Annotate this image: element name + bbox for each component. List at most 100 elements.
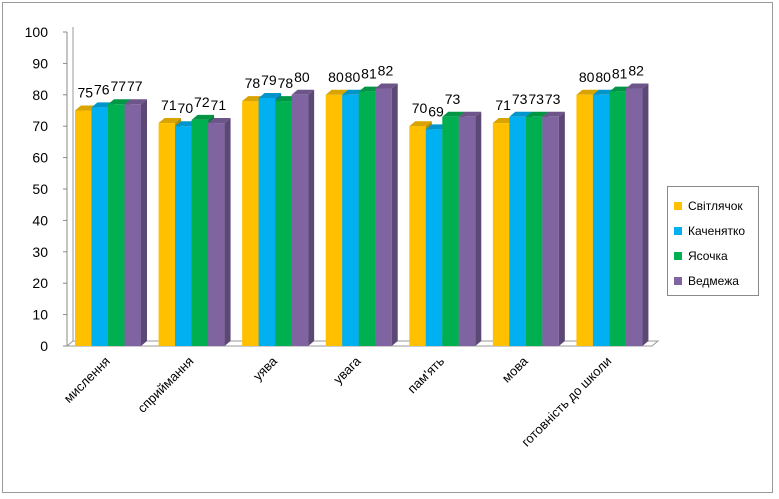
category-label: сприймання: [134, 354, 196, 416]
data-label: 79: [261, 72, 277, 88]
bar-front: [108, 104, 125, 346]
bar-front: [592, 94, 610, 346]
legend-swatch: [674, 251, 682, 260]
legend-swatch: [674, 276, 682, 285]
bar-top: [375, 83, 398, 89]
data-label: 81: [361, 66, 377, 82]
data-label: 75: [77, 85, 93, 101]
bar: [124, 99, 147, 346]
bar-front: [175, 126, 192, 346]
bar-front: [442, 116, 459, 346]
category-label: увага: [330, 353, 364, 387]
bar-front: [124, 104, 141, 346]
data-label: 72: [194, 94, 210, 110]
bar-front: [191, 119, 209, 346]
legend-swatch: [674, 201, 682, 210]
bar-top: [509, 111, 532, 117]
y-tick-label: 30: [32, 244, 48, 260]
legend-item: Ведмежа: [668, 268, 758, 293]
category-label: пам'ять: [404, 353, 447, 396]
bar-top: [291, 89, 315, 95]
legend-item: Ясочка: [668, 243, 758, 268]
legend: Світлячок Каченятко Ясочка Ведмежа: [667, 186, 759, 296]
bar-top: [124, 99, 147, 105]
bar-top: [108, 99, 131, 105]
bar-front: [242, 101, 259, 346]
data-label: 71: [161, 97, 177, 113]
category-label: готовність до школи: [518, 354, 614, 450]
data-label: 80: [579, 69, 595, 85]
bar-side: [224, 118, 231, 346]
data-label: 77: [127, 78, 143, 94]
bar-top: [542, 111, 565, 117]
bar: [458, 111, 482, 346]
bar: [625, 83, 649, 347]
bar-front: [525, 116, 543, 346]
bar-top: [576, 89, 599, 95]
y-tick-label: 80: [32, 87, 48, 103]
bar-top: [409, 121, 432, 127]
bar-front: [358, 91, 376, 346]
data-label: 80: [328, 69, 344, 85]
bar-top: [625, 83, 649, 89]
bar-front: [375, 88, 392, 347]
legend-label: Каченятко: [688, 223, 746, 238]
y-tick-label: 70: [32, 118, 48, 134]
data-label: 76: [94, 81, 110, 97]
bar-front: [208, 123, 225, 346]
category-label: мислення: [61, 354, 113, 406]
bar-front: [542, 116, 559, 346]
bar-front: [75, 110, 92, 346]
bar-side: [475, 111, 482, 346]
legend-swatch: [674, 226, 682, 235]
bar-top: [258, 92, 282, 98]
data-label: 77: [110, 78, 126, 94]
bar-front: [509, 116, 526, 346]
legend-label: Ясочка: [688, 248, 728, 263]
bar-top: [208, 118, 231, 124]
data-label: 73: [512, 91, 528, 107]
bar-front: [291, 94, 309, 346]
bars-layer: [75, 83, 649, 347]
legend-label: Ведмежа: [688, 273, 739, 288]
y-tick-label: 40: [32, 212, 48, 228]
legend-item: Каченятко: [668, 218, 758, 243]
bar-side: [558, 111, 565, 346]
category-labels-layer: мислення сприймання уява увага пам'ять моваго…: [61, 353, 615, 450]
bar-side: [141, 99, 147, 346]
bar-front: [158, 123, 176, 346]
bar-front: [609, 91, 626, 346]
bar-front: [625, 88, 643, 347]
data-label: 70: [412, 100, 428, 116]
bar-top: [325, 89, 349, 95]
y-tick-label: 10: [32, 307, 48, 323]
legend-label: Світлячок: [688, 198, 743, 213]
bar-side: [391, 83, 398, 347]
bar-front: [91, 107, 108, 346]
y-tick-label: 90: [32, 55, 48, 71]
bar-top: [442, 111, 465, 117]
category-label: уява: [250, 353, 281, 384]
bar-top: [458, 111, 482, 117]
category-label: мова: [499, 353, 531, 385]
data-label: 73: [528, 91, 544, 107]
bar-front: [409, 126, 426, 346]
bar: [208, 118, 231, 346]
data-label: 78: [278, 75, 294, 91]
data-label: 80: [345, 69, 361, 85]
data-label: 80: [595, 69, 611, 85]
legend-item: Світлячок: [668, 193, 758, 218]
y-tick-label: 50: [32, 181, 48, 197]
data-label: 73: [545, 91, 561, 107]
data-label: 73: [445, 91, 461, 107]
bar-top: [158, 118, 182, 124]
data-label: 69: [428, 103, 444, 119]
y-tick-label: 20: [32, 275, 48, 291]
bar-top: [191, 114, 215, 120]
bar-front: [576, 94, 593, 346]
bar-front: [325, 94, 343, 346]
bar-front: [342, 94, 359, 346]
bar: [291, 89, 315, 347]
data-label: 78: [245, 75, 261, 91]
